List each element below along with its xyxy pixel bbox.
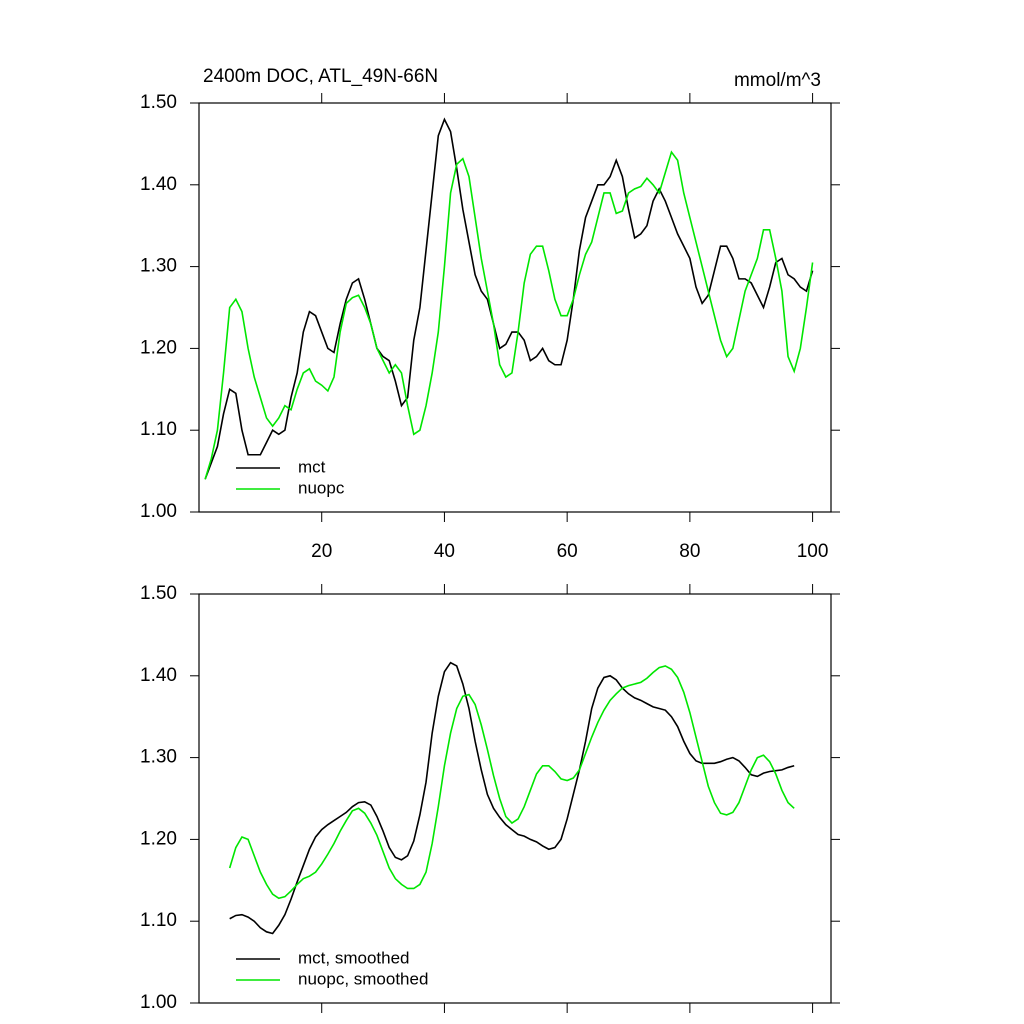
- y-tick-label: 1.40: [140, 665, 177, 686]
- x-tick-label: 100: [797, 541, 829, 562]
- plot-frame: [198, 102, 832, 513]
- y-tick-label: 1.20: [140, 337, 177, 358]
- legend-label: mct, smoothed: [298, 948, 410, 967]
- y-tick-label: 1.30: [140, 256, 177, 277]
- x-tick-label: 80: [679, 541, 700, 562]
- y-tick-label: 1.30: [140, 747, 177, 768]
- chart-title: 2400m DOC, ATL_49N-66N: [203, 66, 438, 87]
- data-line: [229, 661, 795, 935]
- plot-frame: [198, 593, 832, 1004]
- y-tick-label: 1.00: [140, 992, 177, 1013]
- legend-label: nuopc: [298, 478, 345, 497]
- y-tick-label: 1.50: [140, 583, 177, 604]
- x-tick-label: 60: [557, 541, 578, 562]
- units-label: mmol/m^3: [734, 70, 821, 91]
- data-line: [228, 665, 795, 900]
- y-tick-label: 1.10: [140, 910, 177, 931]
- y-tick-label: 1.50: [140, 92, 177, 113]
- legend-label: nuopc, smoothed: [298, 969, 428, 988]
- y-tick-label: 1.10: [140, 419, 177, 440]
- y-tick-label: 1.20: [140, 828, 177, 849]
- x-tick-label: 40: [434, 541, 455, 562]
- y-tick-label: 1.00: [140, 501, 177, 522]
- data-line: [204, 150, 814, 480]
- y-tick-label: 1.40: [140, 174, 177, 195]
- legend-label: mct: [298, 457, 326, 476]
- x-tick-label: 20: [311, 541, 332, 562]
- data-line: [204, 117, 814, 480]
